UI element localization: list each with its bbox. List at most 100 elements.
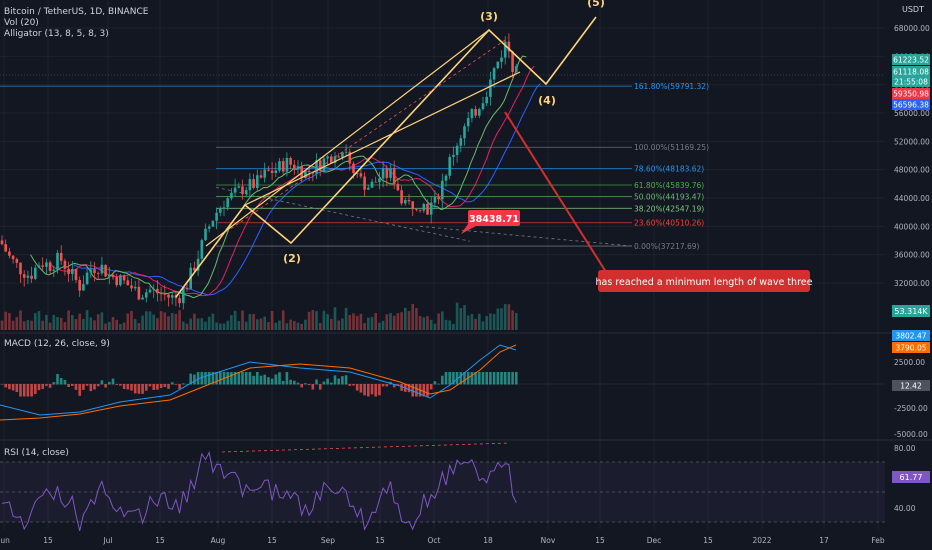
macd-hist-bar <box>300 384 303 388</box>
macd-hist-bar <box>152 384 155 391</box>
macd-hist-bar <box>233 372 237 385</box>
candle-body <box>363 176 366 190</box>
candle-body <box>281 161 285 172</box>
x-tick-label: Aug <box>211 536 226 545</box>
macd-hist-bar <box>470 372 474 385</box>
macd-hist-bar <box>352 384 355 386</box>
macd-hist-bar <box>448 372 451 385</box>
y-tick-label: 36000.00 <box>894 251 930 260</box>
y-tick-label: 40000.00 <box>894 222 930 231</box>
macd-legend[interactable]: MACD (12, 26, close, 9) <box>4 339 110 349</box>
volume-bar <box>281 310 285 330</box>
y-tick-label: 52000.00 <box>894 137 930 146</box>
volume-bar <box>355 315 359 330</box>
macd-hist-bar <box>511 372 514 385</box>
volume-bar <box>455 302 459 330</box>
macd-hist-bar <box>244 372 248 385</box>
volume-bar <box>400 312 403 330</box>
macd-hist-bar <box>67 384 70 388</box>
candle-body <box>344 151 348 153</box>
macd-hist-bar <box>256 372 259 385</box>
volume-bar <box>248 314 252 330</box>
candle-body <box>108 274 111 277</box>
macd-hist-bar <box>492 372 496 385</box>
time-axis[interactable]: Jun 15 Jul 15 Aug 15 Sep 15 Oct 18 Nov 15 Dec 15 2022 1… <box>0 536 885 545</box>
fib-level-label: 161.80%(59791.32) <box>634 82 709 91</box>
macd-hist-bar <box>392 384 396 388</box>
volume-bar <box>8 313 11 330</box>
macd-hist-bar <box>37 384 41 391</box>
macd-hist-bar <box>326 378 329 385</box>
candle-body <box>126 280 130 286</box>
volume-bar <box>304 319 307 330</box>
volume-bar <box>115 319 118 330</box>
candle-body <box>41 265 44 267</box>
volume-bar <box>267 322 270 330</box>
volume-bar <box>333 307 337 330</box>
candle-body <box>404 199 407 204</box>
macd-hist-bar <box>108 381 111 385</box>
candle-body <box>85 272 89 285</box>
candle-body <box>392 167 396 184</box>
volume-bar <box>78 313 81 330</box>
volume-bar <box>485 316 488 330</box>
price-badge-text: 61223.52 <box>893 56 929 65</box>
macd-hist-bar <box>263 374 266 385</box>
macd-hist-bar <box>196 372 200 385</box>
candle-body <box>459 138 463 146</box>
macd-hist-bar <box>200 372 204 385</box>
candle-body <box>307 170 311 173</box>
volume-bar <box>470 314 474 330</box>
macd-hist-bar <box>441 375 444 385</box>
candle-body <box>248 179 252 191</box>
volume-bar <box>152 314 155 330</box>
candle-body <box>507 41 511 52</box>
volume-bar <box>37 311 41 330</box>
macd-hist-bar <box>348 384 352 386</box>
candle-body <box>222 207 226 209</box>
candle-body <box>474 109 477 116</box>
macd-hist-bar <box>311 384 315 390</box>
rsi-badge-text: 61.77 <box>900 473 923 482</box>
volume-bar <box>45 314 48 330</box>
price-badge-text: 59350.98 <box>893 90 929 99</box>
volume-bar <box>100 312 104 330</box>
macd-badge <box>892 330 930 341</box>
wave-label: (5) <box>587 0 605 9</box>
alligator-legend[interactable]: Alligator (13, 8, 5, 8, 3) <box>4 29 109 39</box>
macd-hist-bar <box>48 384 52 388</box>
macd-hist-bar <box>207 372 211 385</box>
candle-body <box>30 275 33 279</box>
volume-bar <box>34 313 37 330</box>
volume-bar <box>89 317 93 330</box>
candle-body <box>485 96 488 104</box>
candle-body <box>96 273 100 274</box>
volume-bar <box>71 315 74 330</box>
macd-hist-bar <box>267 377 270 385</box>
macd-hist-bar <box>278 372 281 385</box>
candle-body <box>511 51 514 73</box>
volume-bar <box>148 311 152 330</box>
volume-bar <box>82 318 85 330</box>
macd-hist-bar <box>52 382 56 385</box>
symbol-title[interactable]: Bitcoin / TetherUS, 1D, BINANCE <box>4 7 149 17</box>
macd-tick-label: -5000.00 <box>894 430 928 439</box>
price-axis[interactable]: 68000.0064000.0060000.0056000.0052000.00… <box>892 24 930 513</box>
y-tick-label: 32000.00 <box>894 279 930 288</box>
y-tick-label: 48000.00 <box>894 166 930 175</box>
vol-legend[interactable]: Vol (20) <box>4 18 39 28</box>
macd-hist-bar <box>30 384 33 397</box>
rsi-legend[interactable]: RSI (14, close) <box>4 448 69 458</box>
macd-hist-bar <box>182 383 185 385</box>
macd-hist-bar <box>274 374 278 385</box>
macd-hist-bar <box>89 384 93 392</box>
volume-bar <box>26 320 30 330</box>
macd-hist-bar <box>496 372 500 385</box>
alligator-teeth <box>49 65 535 297</box>
candle-body <box>237 186 241 188</box>
price-badge <box>892 99 930 110</box>
macd-hist-bar <box>122 384 126 390</box>
candle-body <box>226 198 229 208</box>
volume-bar <box>207 316 211 330</box>
